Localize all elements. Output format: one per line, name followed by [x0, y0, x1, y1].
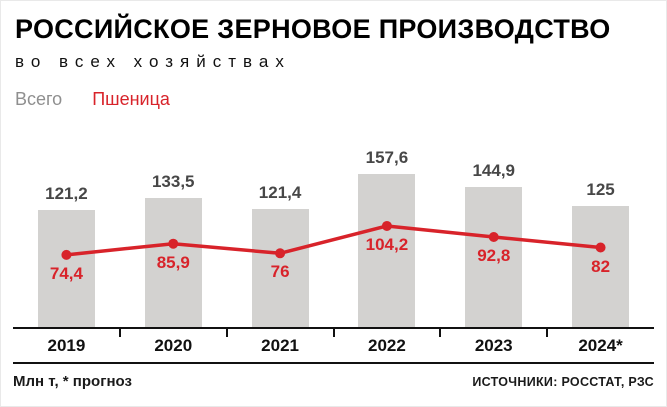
sources-note: ИСТОЧНИКИ: РОССТАТ, РЗС: [472, 375, 654, 390]
line-value-label: 104,2: [365, 235, 409, 254]
line-point: [488, 232, 499, 243]
bar: [251, 209, 309, 328]
bar: [37, 209, 95, 328]
line-point: [595, 242, 606, 253]
bar-value-label: 157,6: [365, 148, 409, 168]
axis-tick: [439, 329, 442, 338]
line-value-label: 82: [591, 256, 611, 276]
bar-value-label: 121,2: [45, 183, 88, 203]
bar: [465, 186, 523, 328]
axis-tick: [546, 329, 549, 338]
chart-subtitle: во всех хозяйствах: [15, 52, 291, 72]
line-value-label: 85,9: [156, 252, 190, 272]
line-point: [275, 248, 286, 259]
bar-value-label: 121,4: [258, 183, 302, 203]
bar: [144, 197, 202, 328]
line-value-label: 76: [270, 262, 290, 282]
line-point: [381, 221, 392, 232]
legend-item-total: Всего: [15, 89, 63, 110]
bar-value-label: 144,9: [472, 160, 516, 180]
line-point: [61, 249, 72, 260]
x-tick-label: 2020: [154, 335, 193, 355]
bar-value-label: 133,5: [151, 171, 195, 191]
x-tick-label: 2019: [47, 335, 86, 355]
bar: [358, 174, 416, 328]
axis-tick: [225, 329, 228, 338]
line-point: [168, 238, 179, 249]
line-value-label: 92,8: [477, 246, 511, 266]
chart-plot: 121,2 133,5 121,4 157,6 144,9 125 74,4 85,9 76 10…: [13, 122, 654, 330]
x-tick-label: 2024*: [578, 335, 623, 355]
bar-value-label: 125: [586, 179, 615, 199]
axis-tick: [118, 329, 121, 338]
chart-title: РОССИЙСКОЕ ЗЕРНОВОЕ ПРОИЗВОДСТВО: [15, 14, 611, 44]
wheat-line: [61, 221, 606, 260]
legend: Всего Пшеница: [1, 72, 666, 110]
footer: Млн т, * прогноз ИСТОЧНИКИ: РОССТАТ, РЗС: [13, 364, 654, 390]
axis-tick: [332, 329, 335, 338]
header: РОССИЙСКОЕ ЗЕРНОВОЕ ПРОИЗВОДСТВО во всех…: [1, 1, 666, 72]
bar: [572, 205, 630, 328]
line-value-label: 74,4: [49, 263, 83, 283]
x-tick-label: 2021: [261, 335, 299, 355]
legend-item-wheat: Пшеница: [92, 89, 170, 110]
x-tick-label: 2023: [474, 335, 513, 355]
x-tick-label: 2022: [367, 335, 406, 355]
x-axis: 2019 2020 2021 2022 2023 2024*: [13, 329, 654, 365]
units-note: Млн т, * прогноз: [13, 373, 132, 391]
